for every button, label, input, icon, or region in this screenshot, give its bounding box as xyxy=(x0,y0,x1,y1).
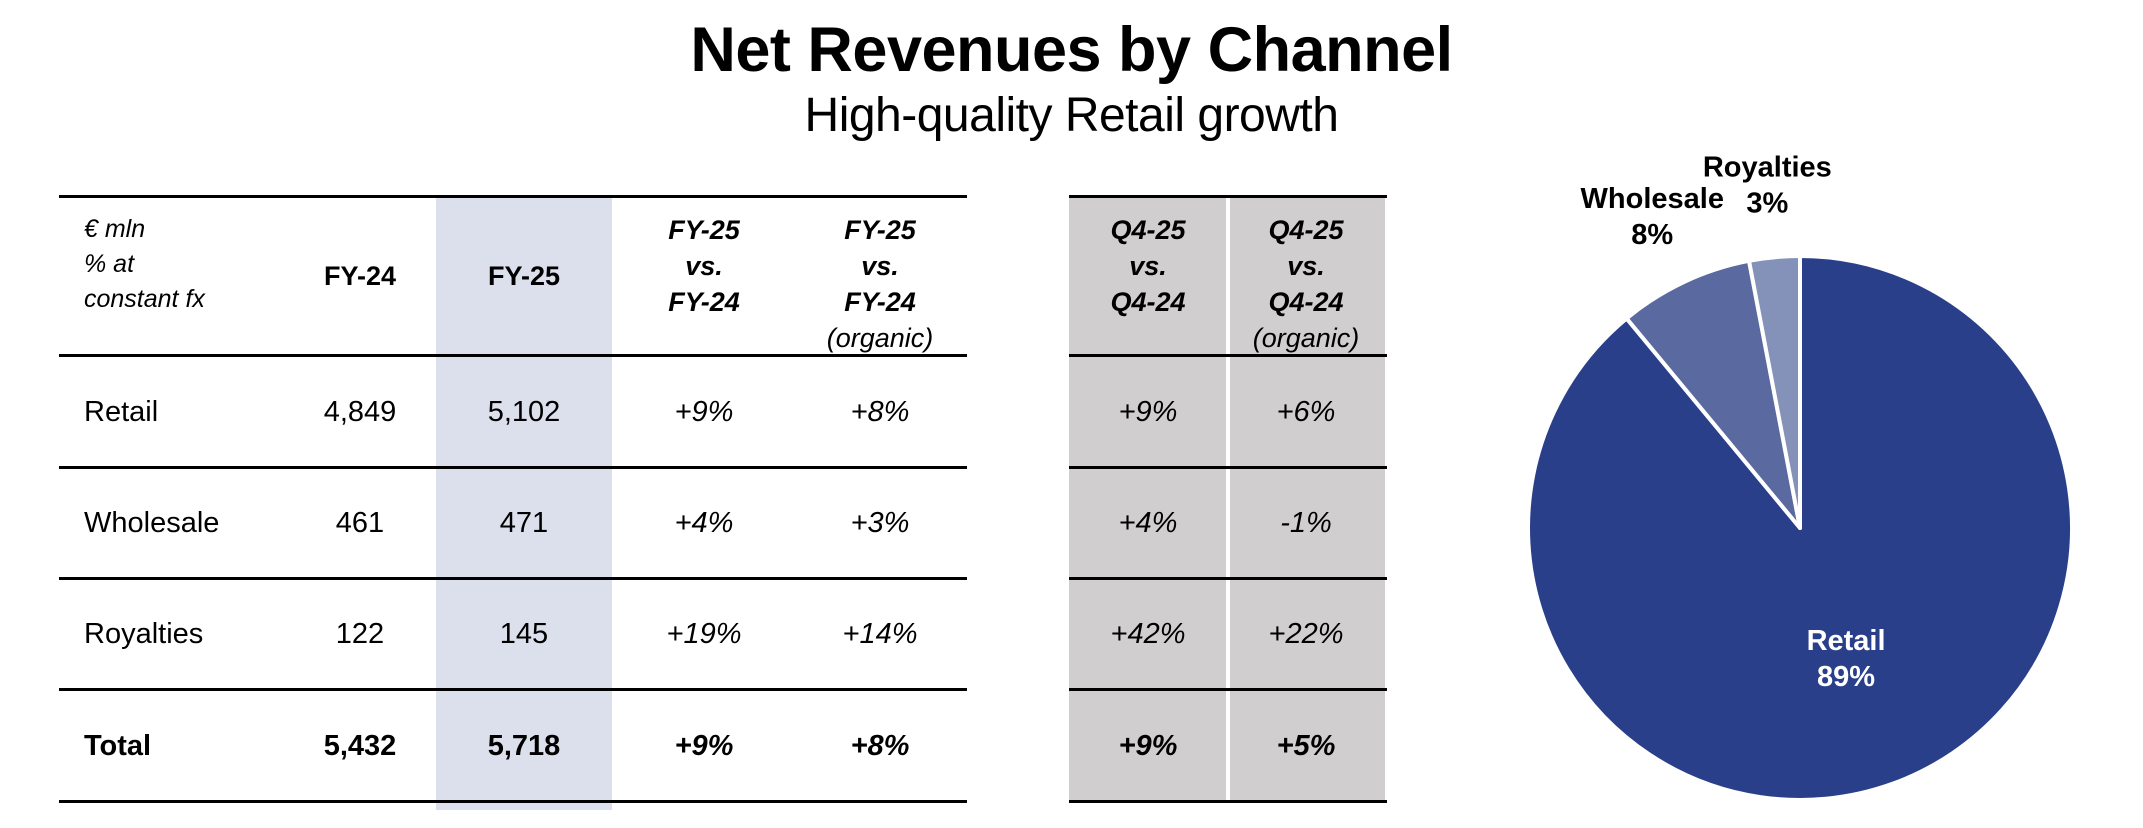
unit-line: € mln xyxy=(84,215,146,243)
column-header: Q4-25 vs. Q4-24 (organic) xyxy=(1253,212,1360,356)
pie-label-name: Retail xyxy=(1807,625,1886,657)
column-header-line: vs. xyxy=(1287,251,1325,281)
table-cell: 471 xyxy=(499,507,549,539)
table-rule-bottom xyxy=(59,800,967,803)
table-cell: +8% xyxy=(850,730,910,762)
table-rule-row1-quarter xyxy=(1069,466,1387,469)
table-rule-row3-quarter xyxy=(1069,688,1387,691)
column-header-line: FY-24 xyxy=(844,287,916,317)
column-header-line: FY-25 xyxy=(844,215,916,245)
row-label: Wholesale xyxy=(84,507,220,539)
table-unit-label: € mln % at constant fx xyxy=(84,212,205,317)
pie-label-value: 89% xyxy=(1817,661,1875,693)
table-cell: +9% xyxy=(1118,730,1178,762)
column-header-line: FY-24 xyxy=(668,287,740,317)
fy25-column-highlight xyxy=(436,198,612,810)
table-rule-top xyxy=(59,195,967,198)
column-header-line: Q4-24 xyxy=(1268,287,1344,317)
table-rule-bottom-quarter xyxy=(1069,800,1387,803)
page-title: Net Revenues by Channel xyxy=(690,15,1453,85)
pie-label-value: 8% xyxy=(1631,219,1673,251)
column-header: FY-25 xyxy=(488,258,560,294)
table-cell: 5,102 xyxy=(487,396,561,428)
table-cell: +5% xyxy=(1276,730,1336,762)
column-header: FY-25 vs. FY-24 xyxy=(668,212,740,320)
unit-line: constant fx xyxy=(84,285,205,313)
table-cell: +4% xyxy=(1118,507,1178,539)
column-header-line: FY-24 xyxy=(323,261,397,291)
column-header-line: vs. xyxy=(861,251,899,281)
table-cell: 5,718 xyxy=(487,730,561,762)
table-rule-row1 xyxy=(59,466,967,469)
row-label: Total xyxy=(84,730,152,762)
pie-slice-wholesale xyxy=(1624,258,1802,530)
table-rule-top-quarter xyxy=(1069,195,1387,198)
column-header-line: Q4-24 xyxy=(1110,287,1186,317)
column-header: FY-25 vs. FY-24 (organic) xyxy=(827,212,934,356)
table-cell: +6% xyxy=(1276,396,1336,428)
page-subtitle: High-quality Retail growth xyxy=(804,89,1339,142)
column-header-line: FY-25 xyxy=(668,215,740,245)
column-header-line: vs. xyxy=(685,251,723,281)
table-cell: +9% xyxy=(1118,396,1178,428)
pie-label-retail: Retail 89% xyxy=(1807,625,1886,693)
table-rule-row2-quarter xyxy=(1069,577,1387,580)
column-header: FY-24 xyxy=(324,258,396,294)
column-header: Q4-25 vs. Q4-24 xyxy=(1110,212,1185,320)
column-header-line: Q4-25 xyxy=(1110,215,1186,245)
column-header-line: vs. xyxy=(1129,251,1167,281)
pie-label-wholesale: Wholesale 8% xyxy=(1581,183,1724,251)
column-header-line: (organic) xyxy=(826,323,934,353)
table-cell: 145 xyxy=(499,618,549,650)
pie-label-name: Wholesale xyxy=(1581,183,1724,215)
table-rule-header xyxy=(59,354,967,357)
table-rule-row3 xyxy=(59,688,967,691)
table-cell: 4,849 xyxy=(323,396,397,428)
row-label: Royalties xyxy=(84,618,204,650)
table-cell: +19% xyxy=(666,618,742,650)
table-cell: +9% xyxy=(674,396,734,428)
table-cell: +3% xyxy=(850,507,910,539)
table-cell: +14% xyxy=(842,618,918,650)
pie-slice-royalties xyxy=(1747,254,1802,530)
column-header-line: Q4-25 xyxy=(1268,215,1344,245)
pie-label-value: 3% xyxy=(1746,188,1788,220)
pie-label-royalties: Royalties 3% xyxy=(1703,152,1832,220)
table-rule-header-quarter xyxy=(1069,354,1387,357)
table-cell: +9% xyxy=(674,730,734,762)
column-header-line: FY-25 xyxy=(487,261,561,291)
quarter-column-divider xyxy=(1226,198,1230,801)
table-cell: +4% xyxy=(674,507,734,539)
table-cell: +22% xyxy=(1268,618,1344,650)
table-cell: -1% xyxy=(1280,507,1332,539)
row-label: Retail xyxy=(84,396,159,428)
pie-label-name: Royalties xyxy=(1703,152,1832,184)
unit-line: % at xyxy=(84,250,135,278)
table-cell: +8% xyxy=(850,396,910,428)
table-cell: 5,432 xyxy=(323,730,397,762)
table-cell: +42% xyxy=(1110,618,1186,650)
table-cell: 461 xyxy=(335,507,385,539)
table-rule-row2 xyxy=(59,577,967,580)
table-cell: 122 xyxy=(335,618,385,650)
column-header-line: (organic) xyxy=(1252,323,1360,353)
